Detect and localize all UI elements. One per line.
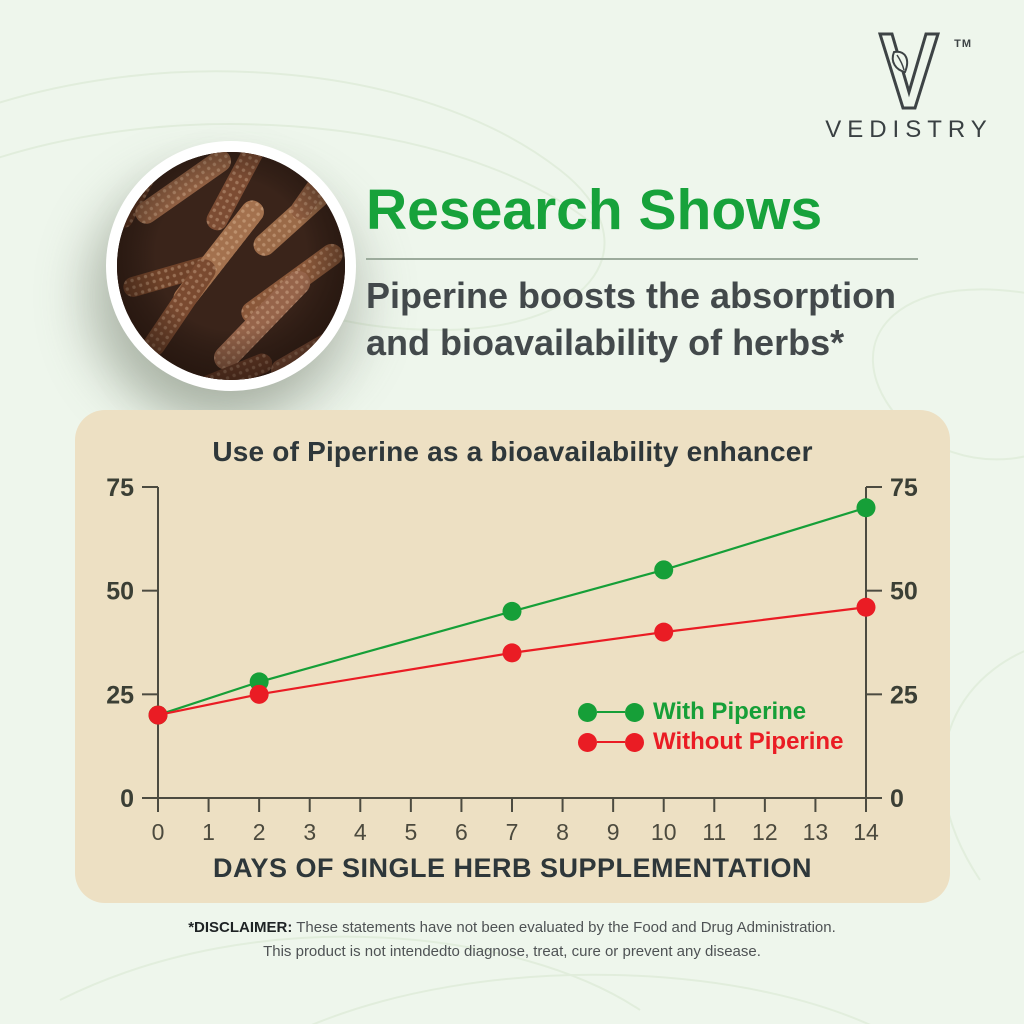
legend-marker-red (578, 732, 644, 752)
svg-text:75: 75 (106, 474, 134, 502)
series-without-piperine (148, 597, 876, 725)
chart-legend: With Piperine Without Piperine (578, 698, 843, 755)
svg-text:3: 3 (303, 819, 316, 845)
legend-item-with-piperine: With Piperine (578, 698, 843, 725)
svg-text:50: 50 (890, 578, 918, 606)
svg-text:11: 11 (702, 819, 726, 845)
svg-text:9: 9 (607, 819, 620, 845)
svg-text:7: 7 (506, 819, 519, 845)
legend-label-with-piperine: With Piperine (653, 698, 807, 725)
svg-text:10: 10 (651, 819, 677, 845)
svg-text:8: 8 (556, 819, 569, 845)
long-pepper-illustration (117, 152, 345, 380)
svg-text:50: 50 (106, 578, 134, 606)
svg-text:25: 25 (890, 681, 918, 709)
svg-text:0: 0 (890, 785, 904, 813)
y-ticks: 0 0 25 25 50 50 75 75 (106, 474, 918, 813)
hero-subtitle: Piperine boosts the absorption and bioav… (366, 272, 926, 366)
disclaimer-text1: These statements have not been evaluated… (292, 919, 836, 936)
data-point (249, 684, 269, 704)
svg-text:4: 4 (354, 819, 367, 845)
hero-subtitle-line1: Piperine boosts the absorption (366, 275, 897, 316)
brand-wordmark: VEDISTRY (825, 116, 993, 143)
data-point (856, 597, 876, 617)
trademark-symbol: TM (954, 38, 972, 50)
svg-text:0: 0 (152, 819, 165, 845)
data-point (502, 601, 522, 621)
legend-label-without-piperine: Without Piperine (653, 728, 844, 755)
disclaimer-label: *DISCLAIMER: (188, 919, 293, 936)
svg-text:75: 75 (890, 474, 918, 502)
legend-item-without-piperine: Without Piperine (578, 728, 843, 755)
data-point (148, 705, 168, 725)
data-point (654, 622, 674, 642)
hero-text-block: Research Shows Piperine boosts the absor… (366, 178, 926, 366)
svg-text:14: 14 (853, 819, 879, 845)
hero-subtitle-line2: and bioavailability of herbs* (366, 322, 845, 363)
svg-text:1: 1 (202, 819, 215, 845)
svg-text:13: 13 (803, 819, 829, 845)
long-pepper-photo (106, 141, 356, 391)
disclaimer-line2: This product is not intendedto diagnose,… (263, 943, 761, 960)
hero-divider (366, 258, 918, 260)
svg-text:12: 12 (752, 819, 778, 845)
hero-title: Research Shows (366, 178, 823, 242)
svg-text:6: 6 (455, 819, 468, 845)
legend-marker-green (578, 702, 644, 722)
data-point (856, 498, 876, 518)
brand-logo: TM VEDISTRY (824, 30, 994, 144)
data-point (502, 643, 522, 663)
chart-title: Use of Piperine as a bioavailability enh… (212, 436, 813, 467)
disclaimer: *DISCLAIMER: These statements have not b… (0, 916, 1024, 964)
svg-text:0: 0 (120, 785, 134, 813)
data-point (654, 560, 674, 580)
svg-text:25: 25 (106, 681, 134, 709)
vedistry-v-leaf-icon (877, 32, 941, 110)
svg-text:5: 5 (404, 819, 417, 845)
x-ticks: 0 1 2 3 4 5 6 7 8 9 10 11 12 13 14 (152, 798, 879, 845)
x-axis-title: DAYS OF SINGLE HERB SUPPLEMENTATION (212, 853, 813, 883)
chart-panel: Use of Piperine as a bioavailability enh… (75, 410, 950, 903)
disclaimer-line1: *DISCLAIMER: These statements have not b… (0, 916, 1024, 940)
svg-text:2: 2 (253, 819, 266, 845)
